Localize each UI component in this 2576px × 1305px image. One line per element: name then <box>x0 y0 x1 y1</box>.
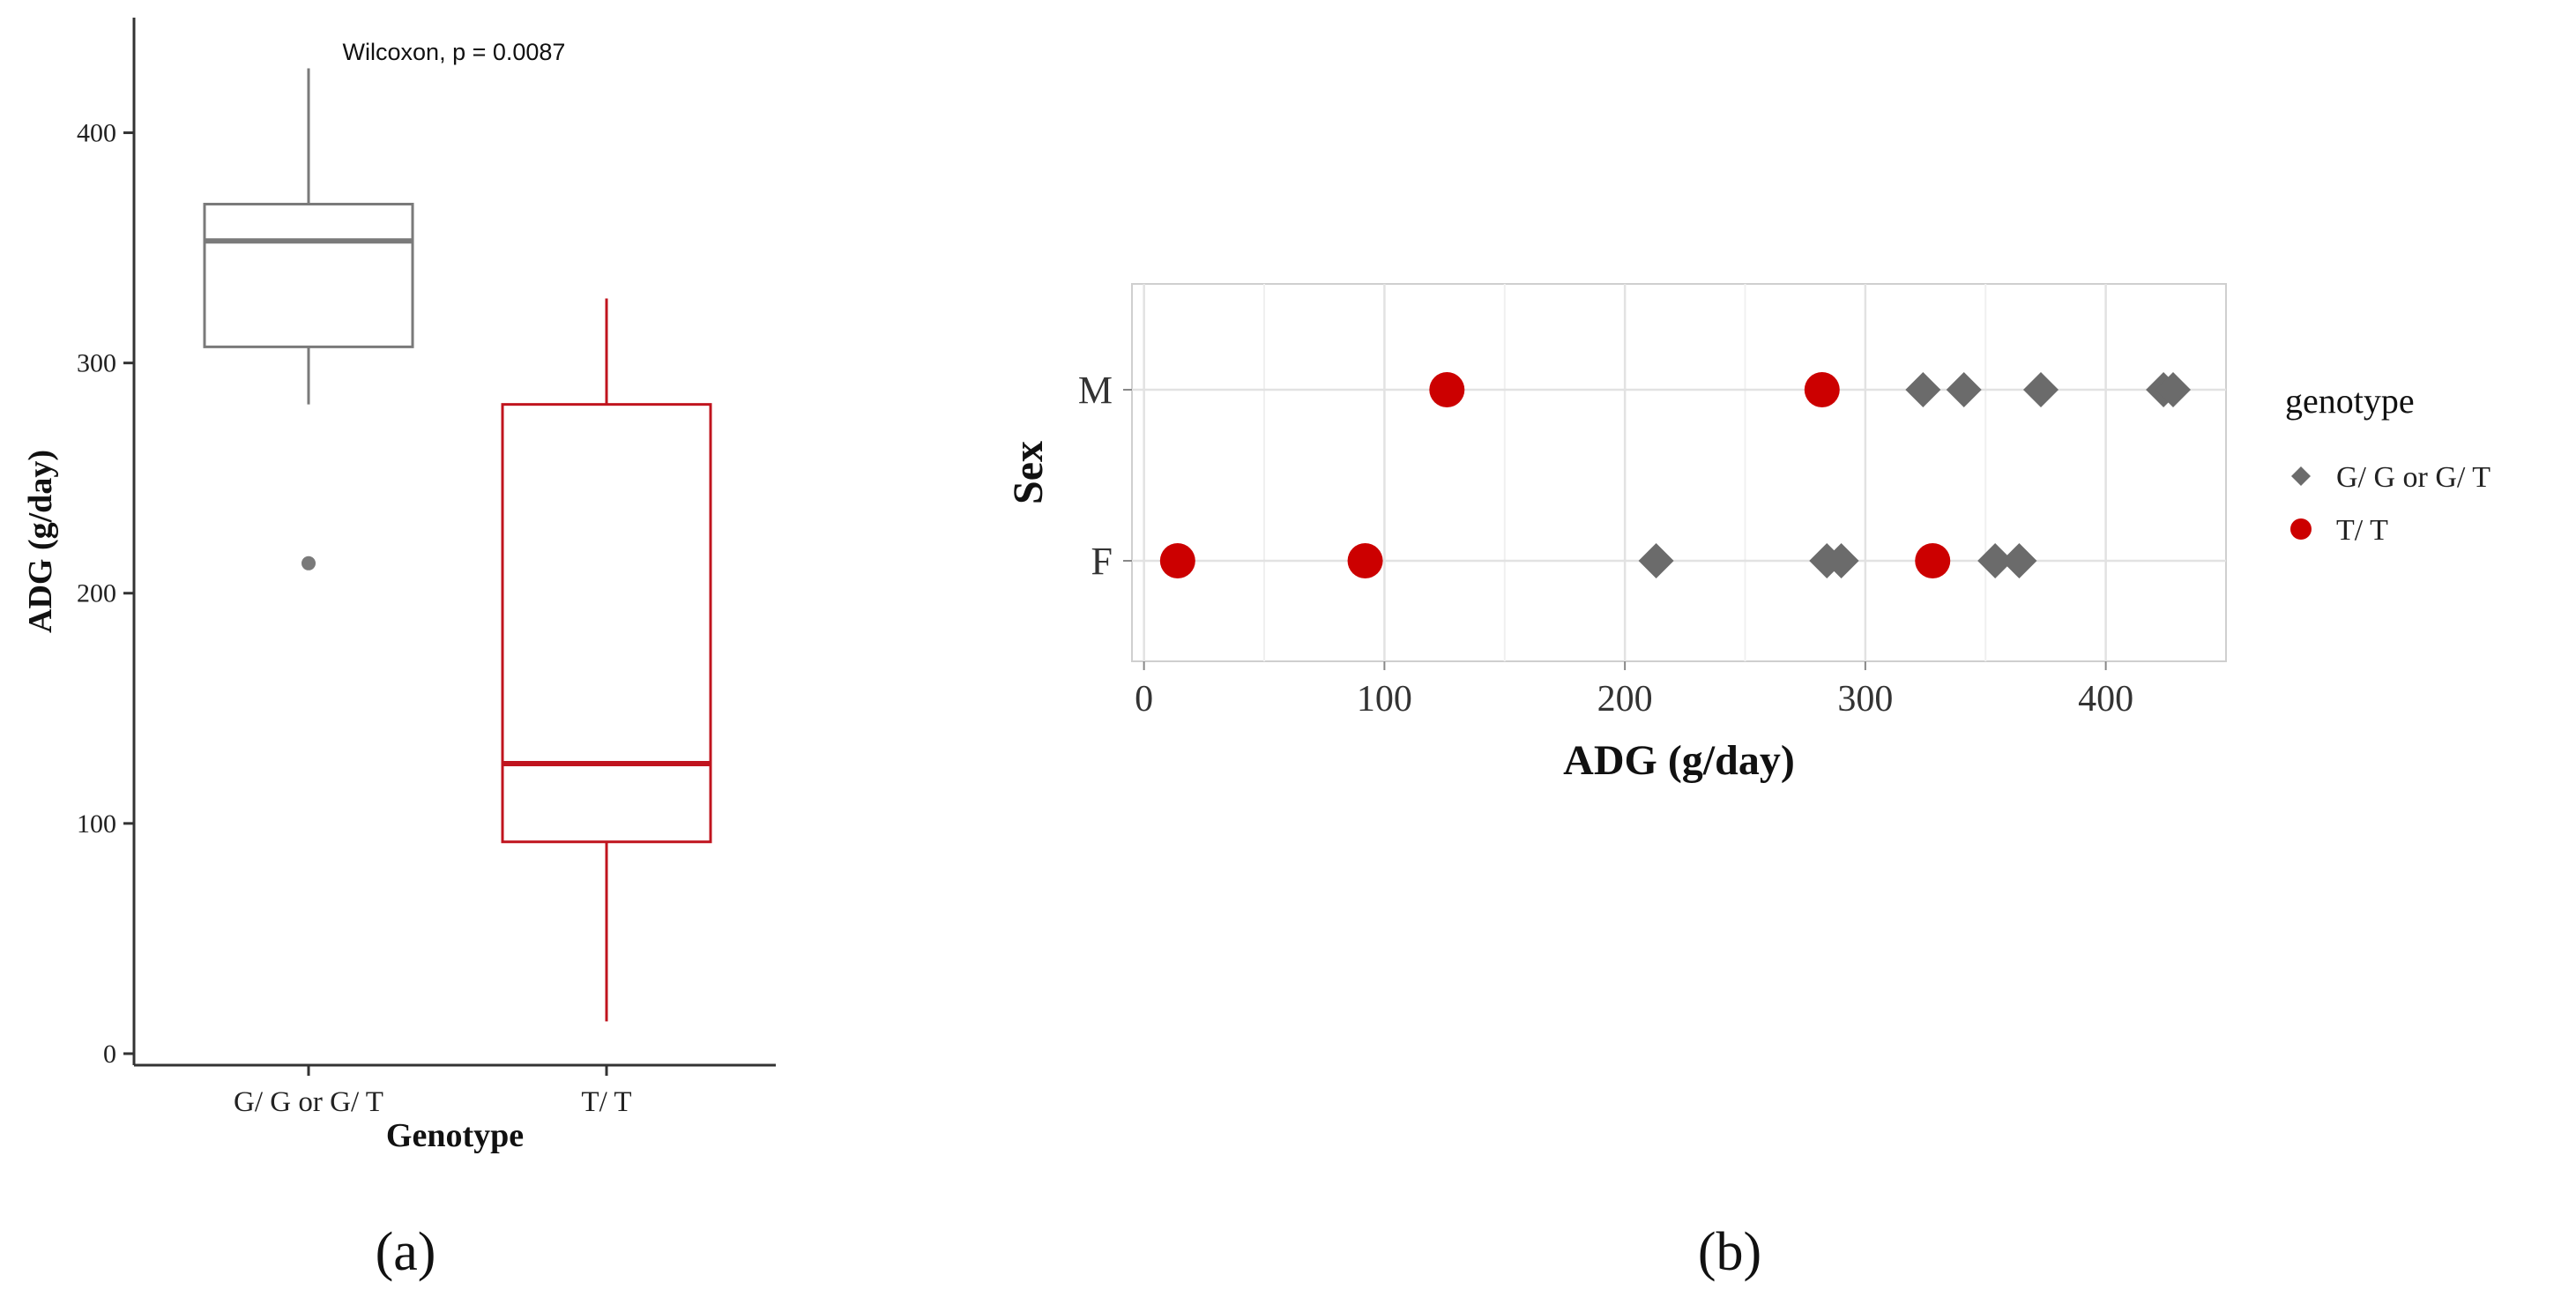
b-x-tick-label: 0 <box>1135 679 1153 720</box>
b-grid <box>1132 284 2226 661</box>
b-y-ticks: FM <box>1078 369 1132 583</box>
b-legend-key-circle <box>2290 518 2312 540</box>
a-x-tick-label: G/ G or G/ T <box>234 1086 383 1118</box>
b-y-axis-label: Sex <box>1005 441 1052 504</box>
b-point-circle <box>1347 543 1383 578</box>
a-y-tick-label: 300 <box>77 349 116 378</box>
a-wilcoxon-annotation: Wilcoxon, p = 0.0087 <box>343 39 566 65</box>
b-point-diamond <box>2155 372 2191 407</box>
b-point-circle <box>1804 372 1840 407</box>
b-point-diamond <box>2022 372 2059 407</box>
b-legend-item-label: G/ G or G/ T <box>2336 461 2490 494</box>
a-panel-label: (a) <box>376 1222 436 1282</box>
a-y-tick-label: 100 <box>77 809 116 839</box>
b-panel-label: (b) <box>1698 1222 1761 1282</box>
a-box-group <box>203 68 414 570</box>
b-x-ticks: 0 100 200 300 400 <box>1135 661 2133 720</box>
b-x-tick-label: 400 <box>2078 679 2133 720</box>
a-x-ticks: G/ G or G/ T T/ T <box>234 1065 632 1118</box>
b-legend-item-label: T/ T <box>2336 514 2388 547</box>
a-boxes <box>203 68 712 1022</box>
b-point-circle <box>1159 543 1195 578</box>
b-point-diamond <box>1823 543 1859 578</box>
a-box-group <box>501 298 712 1022</box>
a-y-axis-label: ADG (g/day) <box>22 450 59 633</box>
b-y-tick-label: M <box>1078 369 1113 412</box>
b-point-diamond <box>2001 543 2037 578</box>
b-point-diamond <box>1946 372 1982 407</box>
a-y-tick-label: 400 <box>77 119 116 148</box>
a-x-tick-label: T/ T <box>581 1086 631 1118</box>
a-box <box>501 403 712 844</box>
b-points <box>1159 372 2191 578</box>
panel-a-boxplot: 0 100 200 300 400 G/ G or G/ T T/ T Wilcoxon,… <box>22 18 776 1282</box>
a-y-ticks: 0 100 200 300 400 <box>77 119 134 1069</box>
b-point-diamond <box>1977 543 2014 578</box>
b-legend-title: genotype <box>2285 381 2415 421</box>
b-plot-frame <box>1131 283 2227 662</box>
b-x-axis-label: ADG (g/day) <box>1563 737 1795 784</box>
a-box <box>203 202 414 348</box>
b-x-tick-label: 100 <box>1357 679 1412 720</box>
b-point-circle <box>1429 372 1465 407</box>
b-legend: genotype G/ G or G/ T T/ T <box>2285 381 2490 547</box>
a-outlier-point <box>302 556 316 570</box>
b-x-tick-label: 300 <box>1837 679 1893 720</box>
b-x-tick-label: 200 <box>1597 679 1653 720</box>
b-y-tick-label: F <box>1091 540 1113 583</box>
a-y-tick-label: 200 <box>77 579 116 608</box>
b-legend-key-diamond <box>2291 466 2311 486</box>
panel-b-scatter: 0 100 200 300 400 FM ADG (g/day) Sex genotyp… <box>1005 283 2490 1282</box>
b-legend-items: G/ G or G/ T T/ T <box>2290 461 2490 547</box>
a-y-tick-label: 0 <box>103 1040 116 1069</box>
a-x-axis-label: Genotype <box>386 1117 524 1154</box>
b-point-diamond <box>1638 543 1674 578</box>
b-point-circle <box>1915 543 1951 578</box>
b-point-diamond <box>1905 372 1941 407</box>
